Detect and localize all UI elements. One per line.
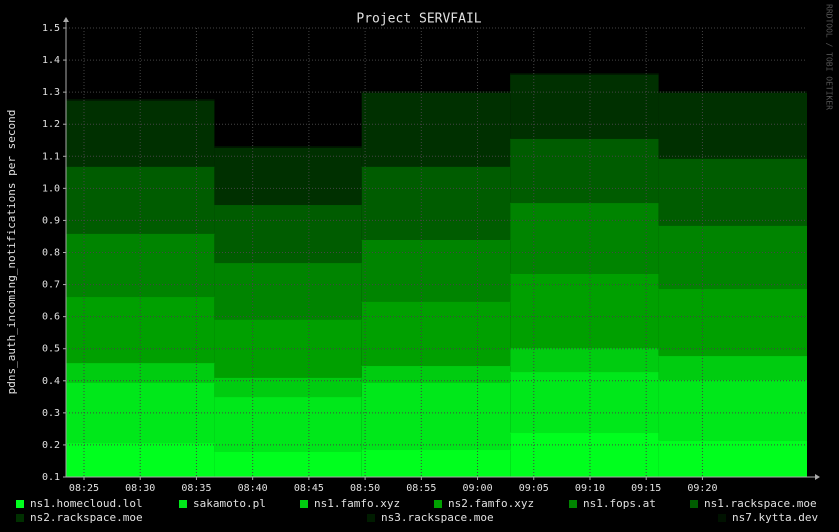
legend-swatch (16, 500, 24, 508)
legend-swatch (434, 500, 442, 508)
area-segment (510, 348, 659, 373)
legend-label: ns1.famfo.xyz (314, 497, 400, 510)
legend-label: sakamoto.pl (193, 497, 266, 510)
y-tick-label: 0.6 (42, 312, 60, 323)
x-tick-label: 08:55 (406, 483, 436, 494)
area-segment (361, 301, 511, 367)
area-segment (361, 383, 511, 451)
x-tick-label: 09:00 (462, 483, 492, 494)
area-segment (214, 205, 362, 264)
y-axis-label: pdns_auth_incoming_notifications per sec… (5, 110, 18, 395)
x-tick-label: 08:40 (238, 483, 268, 494)
y-tick-label: 1.3 (42, 87, 60, 98)
legend-label: ns2.famfo.xyz (448, 497, 534, 510)
y-tick-label: 0.8 (42, 248, 60, 259)
x-tick-label: 09:05 (519, 483, 549, 494)
area-segment (658, 441, 807, 477)
legend-swatch (16, 514, 24, 522)
area-segment (510, 372, 659, 434)
area-segment (214, 146, 362, 206)
x-tick-label: 09:15 (631, 483, 661, 494)
area-segment (510, 73, 659, 139)
area-segment (361, 239, 511, 302)
legend-swatch (367, 514, 375, 522)
area-segment (214, 397, 362, 452)
y-tick-label: 1.4 (42, 55, 60, 66)
y-axis-arrow (63, 17, 69, 22)
y-tick-label: 1.5 (42, 23, 60, 34)
area-segment (361, 450, 511, 477)
area-segment (510, 203, 659, 274)
legend-label: ns7.kytta.dev (732, 511, 818, 524)
area-segment (510, 273, 659, 349)
watermark: RRDTOOL / TOBI OETIKER (825, 4, 834, 110)
legend-swatch (569, 500, 577, 508)
area-segment (214, 451, 362, 477)
legend-label: ns1.rackspace.moe (704, 497, 817, 510)
area-segment (361, 166, 511, 240)
area-segment (66, 297, 215, 364)
legend-swatch (179, 500, 187, 508)
area-segment (658, 356, 807, 381)
legend-label: ns1.fops.at (583, 497, 656, 510)
y-tick-label: 0.3 (42, 408, 60, 419)
y-tick-label: 0.1 (42, 472, 60, 483)
legend-swatch (300, 500, 308, 508)
y-tick-label: 0.5 (42, 344, 60, 355)
legend-swatch (718, 514, 726, 522)
chart-title: Project SERVFAIL (356, 12, 481, 27)
area-segment (658, 92, 807, 159)
y-tick-label: 0.9 (42, 215, 60, 226)
area-segment (214, 263, 362, 320)
y-tick-label: 0.7 (42, 280, 60, 291)
area-segment (214, 377, 362, 398)
area-segment (510, 138, 659, 204)
x-tick-label: 08:30 (125, 483, 155, 494)
area-segment (361, 92, 511, 167)
y-tick-label: 1.1 (42, 151, 60, 162)
y-tick-label: 0.4 (42, 376, 60, 387)
x-tick-label: 08:25 (69, 483, 99, 494)
legend-label: ns2.rackspace.moe (30, 511, 143, 524)
y-tick-label: 0.2 (42, 440, 60, 451)
area-segment (658, 158, 807, 226)
area-segment (361, 366, 511, 384)
area-segment (658, 380, 807, 442)
x-axis-arrow (815, 474, 820, 480)
area-segment (658, 225, 807, 290)
area-segment (510, 433, 659, 477)
x-tick-label: 09:20 (687, 483, 717, 494)
plot-area (66, 73, 807, 477)
legend-label: ns3.rackspace.moe (381, 511, 494, 524)
area-segment (658, 289, 807, 357)
x-tick-label: 09:10 (575, 483, 605, 494)
legend-label: ns1.homecloud.lol (30, 497, 143, 510)
legend-swatch (690, 500, 698, 508)
x-tick-label: 08:50 (350, 483, 380, 494)
y-tick-label: 1.0 (42, 183, 60, 194)
x-tick-label: 08:35 (181, 483, 211, 494)
y-tick-label: 1.2 (42, 119, 60, 130)
x-tick-label: 08:45 (294, 483, 324, 494)
